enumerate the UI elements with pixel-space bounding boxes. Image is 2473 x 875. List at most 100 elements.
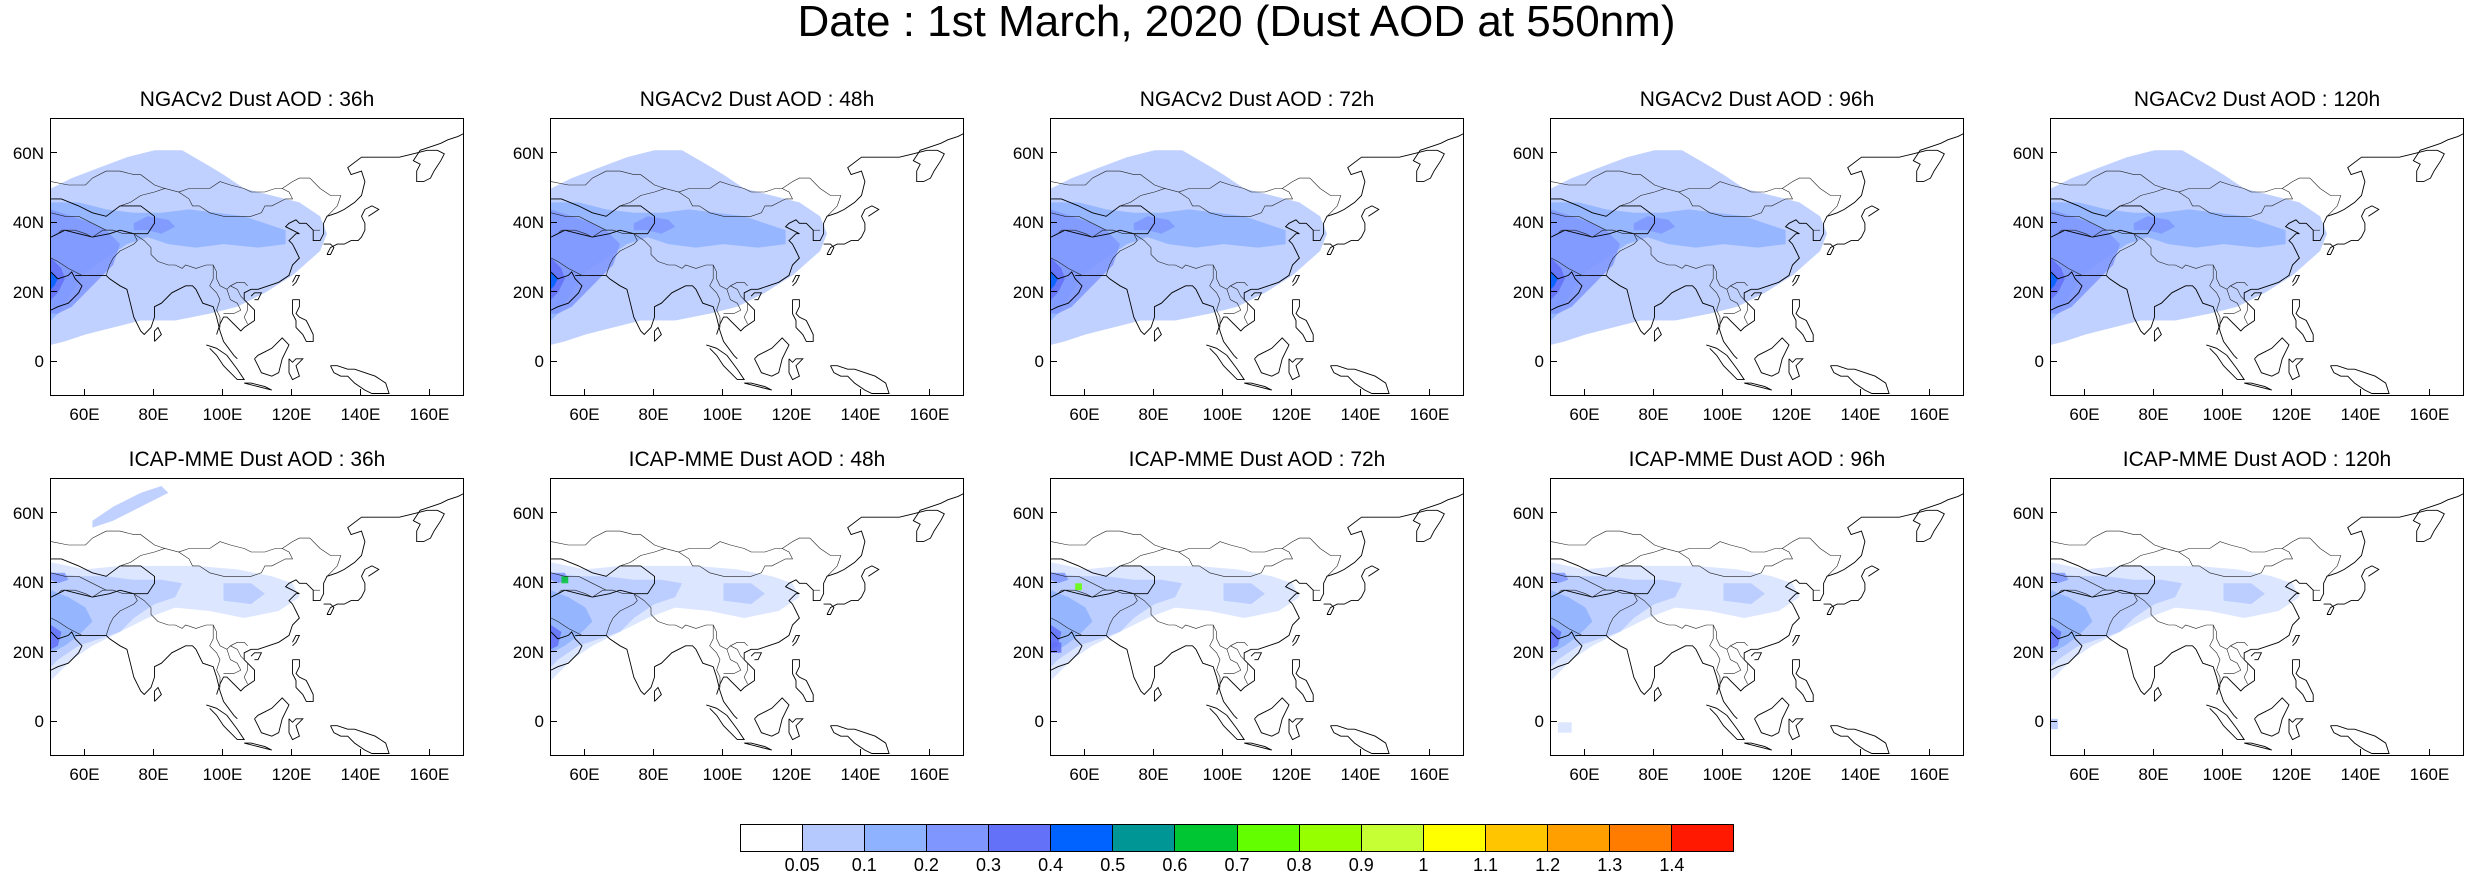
coastline [254, 697, 290, 737]
longitude-tick-mark [2153, 749, 2154, 756]
latitude-tick-label: 60N [12, 503, 44, 523]
coastline [1750, 292, 1763, 301]
longitude-tick-label: 120E [771, 405, 812, 424]
latitude-tick-label: 40N [1512, 213, 1544, 233]
latitude-tick-mark [550, 291, 557, 293]
country-border [2051, 530, 2165, 549]
country-border [1619, 177, 1842, 217]
longitude-tick-label: 120E [1271, 765, 1312, 784]
latitude-tick-label: 20N [1012, 642, 1044, 662]
longitude-tick-mark [1722, 749, 1723, 756]
panel-title: NGACv2 Dust AOD : 72h [1139, 88, 1375, 111]
country-border [1051, 212, 1114, 231]
map-plot-area [2050, 478, 2464, 756]
latitude-tick-mark [50, 360, 57, 362]
coastline [1792, 299, 1814, 342]
longitude-tick-mark [2429, 749, 2430, 756]
map-plot-area [50, 118, 464, 396]
country-border [1133, 233, 1248, 290]
longitude-tick-mark [584, 389, 585, 396]
country-border [2230, 645, 2248, 685]
coastline [292, 634, 301, 647]
longitude-tick-label: 140E [340, 765, 381, 784]
colorbar-swatch [1237, 825, 1300, 851]
country-border [551, 170, 665, 189]
longitude-tick-label: 60E [2069, 405, 2100, 424]
coastline [2051, 558, 2155, 598]
latitude-tick-mark [1050, 581, 1057, 583]
coastline [830, 365, 890, 394]
longitude-tick-mark [429, 389, 430, 396]
colorbar [740, 824, 1734, 852]
map-panel: NGACv2 Dust AOD : 96h 60N 40N 20N 0 60E 80E 100… [1500, 88, 1980, 428]
country-border [57, 589, 93, 598]
latitude-tick-mark [2050, 720, 2057, 722]
longitude-tick-mark [1584, 749, 1585, 756]
map-plot-area [2050, 118, 2464, 396]
country-border [1057, 229, 1093, 238]
latitude-tick-mark [1550, 720, 1557, 722]
coastline [1051, 631, 1083, 671]
country-border [1723, 649, 1742, 674]
latitude-tick-label: 60N [1012, 143, 1044, 163]
coastline [1826, 205, 1880, 255]
longitude-tick-mark [584, 749, 585, 756]
latitude-tick-mark [2050, 221, 2057, 223]
coastline [75, 634, 238, 720]
country-border [1230, 645, 1248, 685]
colorbar-swatch [1609, 825, 1672, 851]
latitude-tick-label: 0 [1534, 712, 1544, 732]
country-border [619, 177, 842, 217]
country-border [2051, 617, 2089, 636]
country-border [1551, 257, 1589, 276]
aod-shading-region [1075, 583, 1082, 591]
longitude-tick-mark [1429, 389, 1430, 396]
latitude-tick-mark [1050, 152, 1057, 154]
coastline [2292, 659, 2314, 702]
longitude-tick-label: 120E [2271, 405, 2312, 424]
panel-title: ICAP-MME Dust AOD : 72h [1128, 448, 1386, 471]
panel-title: NGACv2 Dust AOD : 96h [1639, 88, 1875, 111]
longitude-tick-label: 80E [138, 765, 169, 784]
aod-shading-region [551, 150, 827, 345]
country-border [1551, 170, 1665, 189]
longitude-tick-label: 160E [909, 765, 950, 784]
country-border [1223, 289, 1242, 314]
coastline [1823, 603, 1835, 615]
coastline [2330, 365, 2390, 394]
latitude-tick-label: 20N [12, 642, 44, 662]
latitude-tick-mark [50, 720, 57, 722]
coastline [1788, 718, 1804, 741]
latitude-tick-label: 20N [2012, 642, 2044, 662]
coastline [206, 344, 246, 381]
aod-shading-region [1551, 590, 1593, 653]
latitude-tick-label: 20N [512, 642, 544, 662]
longitude-tick-label: 140E [2340, 405, 2381, 424]
country-border [51, 572, 114, 591]
coastline [330, 365, 390, 394]
coastline [788, 358, 804, 381]
aod-shading-region [1723, 583, 1765, 605]
aod-shading-region [2051, 271, 2058, 290]
longitude-tick-label: 120E [2271, 765, 2312, 784]
map-panel: ICAP-MME Dust AOD : 36h 60N 40N 20N 0 60E 80E 1… [0, 448, 480, 788]
map-panel: NGACv2 Dust AOD : 48h 60N 40N 20N 0 60E 80E 100… [500, 88, 980, 428]
longitude-tick-mark [791, 749, 792, 756]
aod-shading-region [551, 572, 683, 667]
longitude-tick-label: 160E [1909, 405, 1950, 424]
longitude-tick-label: 160E [909, 405, 950, 424]
longitude-tick-mark [2360, 389, 2361, 396]
coastline [792, 274, 801, 287]
country-border [557, 589, 593, 598]
colorbar-swatch [865, 825, 928, 851]
longitude-tick-mark [791, 389, 792, 396]
latitude-tick-label: 60N [1512, 503, 1544, 523]
coastline [2075, 274, 2238, 360]
coastline [2154, 686, 2162, 702]
longitude-tick-mark [153, 389, 154, 396]
longitude-tick-label: 120E [1771, 765, 1812, 784]
country-border [2209, 625, 2221, 688]
longitude-tick-label: 100E [702, 405, 743, 424]
coastline [750, 652, 763, 661]
map-panel: ICAP-MME Dust AOD : 120h 60N 40N 20N 0 60E 80E… [2000, 448, 2473, 788]
